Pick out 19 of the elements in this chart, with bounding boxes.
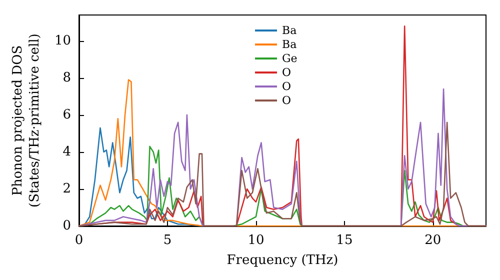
y-tick-label: 10 xyxy=(54,33,71,48)
legend-label: Ba xyxy=(282,24,298,37)
x-tick-label: 15 xyxy=(336,233,353,248)
x-tick-label: 20 xyxy=(424,233,442,248)
x-tick-label: 0 xyxy=(74,233,84,248)
y-tick-label: 2 xyxy=(62,181,71,196)
x-tick-label: 10 xyxy=(248,233,264,248)
y-tick-label: 8 xyxy=(62,70,71,86)
x-axis-title: Frequency (THz) xyxy=(226,252,338,268)
legend-label: O xyxy=(282,94,292,107)
y-tick-label: 0 xyxy=(62,218,71,234)
x-tick-label: 5 xyxy=(163,233,172,248)
legend-label: O xyxy=(282,80,292,93)
legend-label: O xyxy=(282,66,292,79)
legend-label: Ge xyxy=(282,52,298,65)
legend-label: Ba xyxy=(282,38,298,51)
y-axis-title: Phonon projected DOS (States/THz·primitive cell) xyxy=(10,33,43,208)
y-tick-label: 6 xyxy=(62,107,71,122)
y-tick-label: 4 xyxy=(62,144,71,160)
